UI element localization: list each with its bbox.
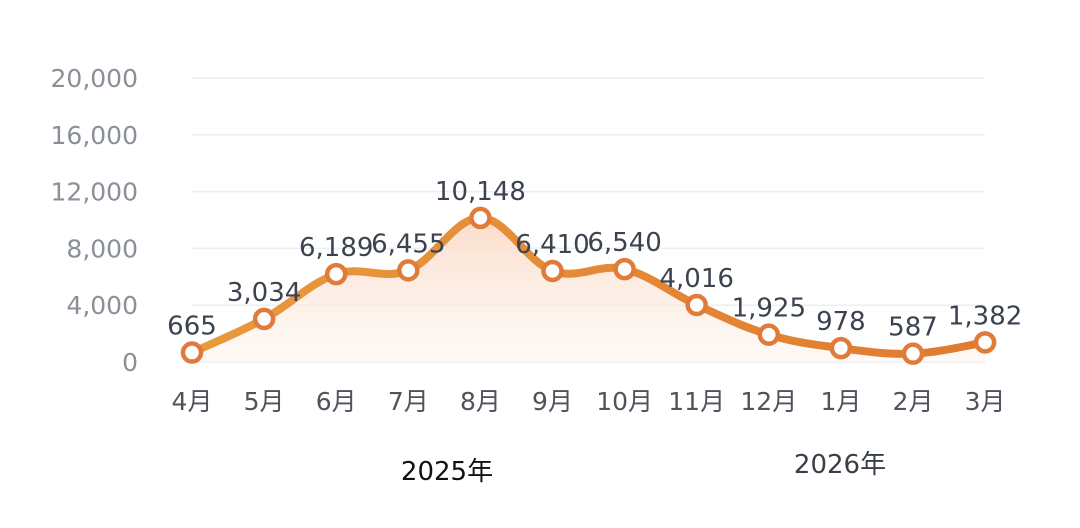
x-tick-label: 10月	[596, 387, 653, 416]
y-tick-label: 12,000	[51, 178, 138, 207]
data-label: 10,148	[435, 177, 526, 207]
data-point	[901, 342, 925, 365]
data-label: 4,016	[659, 264, 733, 294]
y-tick-label: 8,000	[66, 234, 138, 263]
x-tick-label: 3月	[965, 387, 1006, 416]
data-point	[252, 307, 276, 331]
data-label: 665	[167, 312, 217, 342]
data-label: 1,382	[948, 301, 1022, 331]
data-point	[180, 341, 204, 364]
data-point	[829, 336, 853, 360]
x-tick-label: 11月	[668, 387, 725, 416]
area-fill	[192, 217, 986, 362]
data-point	[397, 259, 420, 282]
data-point	[973, 331, 997, 354]
x-tick-label: 2月	[893, 387, 934, 416]
x-axis: 4月 5月 6月 7月 8月 9月 10月 11月 12月 1月 2月 3月	[172, 387, 1006, 416]
data-point	[541, 259, 564, 283]
data-label: 6,540	[587, 228, 661, 258]
x-tick-label: 7月	[388, 387, 429, 416]
year-label-2026: 2026年	[794, 450, 886, 480]
data-point	[613, 257, 636, 281]
data-point	[469, 206, 492, 230]
data-point	[685, 293, 708, 317]
data-label: 6,455	[371, 229, 445, 259]
data-label: 6,189	[299, 233, 373, 263]
data-label: 3,034	[227, 278, 301, 308]
x-tick-label: 12月	[740, 387, 797, 416]
data-labels: 6653,0346,1896,45510,1486,4106,5404,0161…	[167, 177, 1022, 343]
data-point	[757, 323, 781, 346]
markers	[180, 206, 997, 365]
year-label-2025: 2025年	[401, 457, 493, 487]
x-tick-label: 9月	[532, 387, 573, 416]
y-tick-label: 0	[122, 348, 138, 377]
data-point	[324, 262, 348, 286]
x-tick-label: 6月	[316, 387, 357, 416]
x-tick-label: 4月	[172, 387, 213, 416]
data-label: 587	[888, 313, 938, 343]
x-tick-label: 8月	[460, 387, 501, 416]
data-label: 1,925	[732, 294, 806, 324]
y-tick-label: 20,000	[51, 64, 138, 93]
x-tick-label: 1月	[820, 387, 861, 416]
x-tick-label: 5月	[244, 387, 285, 416]
y-tick-label: 4,000	[66, 291, 138, 320]
data-label: 978	[816, 307, 866, 337]
y-axis: 0 4,000 8,000 12,000 16,000 20,000	[51, 64, 138, 377]
data-label: 6,410	[515, 230, 589, 260]
y-tick-label: 16,000	[51, 121, 138, 150]
